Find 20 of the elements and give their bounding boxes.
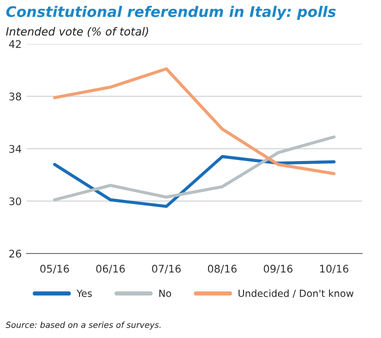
y-tick-label: 30 <box>9 197 22 206</box>
x-tick-label: 09/16 <box>264 264 292 274</box>
x-tick-label: 08/16 <box>208 264 237 274</box>
x-tick-label: 07/16 <box>152 264 181 274</box>
line-series <box>53 155 336 208</box>
y-tick-label: 34 <box>9 144 22 153</box>
y-tick-label: 38 <box>9 92 22 100</box>
line-series <box>53 135 336 202</box>
y-tick-label: 26 <box>9 250 22 258</box>
line-series <box>53 67 336 176</box>
x-tick-label: 06/16 <box>96 264 125 274</box>
legend-label: Yes <box>76 290 92 298</box>
chart-title: Constitutional referendum in Italy: polls <box>6 6 336 20</box>
x-tick-label: 10/16 <box>320 264 348 274</box>
y-tick-label: 42 <box>9 40 21 48</box>
chart-subtitle: Intended vote (% of total) <box>6 27 148 37</box>
legend-label: Undecided / Don't know <box>238 289 354 298</box>
x-tick-label: 05/16 <box>40 264 69 274</box>
legend-label: No <box>159 290 172 298</box>
source-note: Source: based on a series of surveys. <box>6 322 160 330</box>
